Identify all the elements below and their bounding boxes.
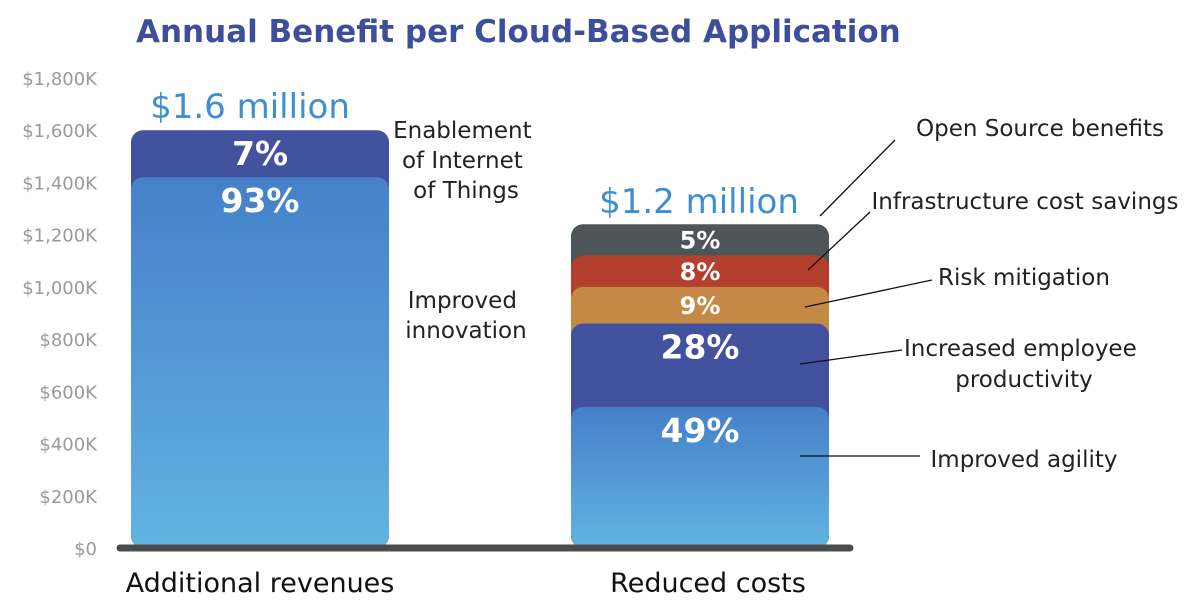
- leader-line: [804, 279, 933, 308]
- leader-line: [819, 139, 896, 217]
- annotation-agility: Improved agility: [931, 447, 1118, 473]
- y-tick-label: $1,400K: [22, 173, 98, 194]
- bar-segment-label: 8%: [680, 258, 721, 286]
- bar-segment-label: 7%: [232, 134, 288, 173]
- total-label: $1.2 million: [599, 182, 799, 222]
- y-tick-label: $1,000K: [22, 278, 98, 299]
- x-tick-label: Additional revenues: [126, 568, 395, 599]
- total-label: $1.6 million: [150, 87, 350, 127]
- bar-segment-label: 93%: [221, 181, 300, 220]
- y-tick-label: $600K: [39, 382, 98, 403]
- bar-segment-label: 28%: [661, 327, 740, 366]
- annotation-risk: Risk mitigation: [938, 265, 1110, 291]
- annotation-infrastructure: Infrastructure cost savings: [872, 189, 1179, 215]
- bar-segment-label: 9%: [680, 292, 721, 320]
- y-tick-label: $1,800K: [22, 69, 98, 90]
- y-tick-label: $800K: [39, 330, 98, 351]
- leader-line: [799, 349, 903, 365]
- bar-segment: [571, 407, 829, 548]
- y-tick-label: $1,200K: [22, 226, 98, 247]
- y-tick-label: $1,600K: [22, 121, 98, 142]
- bar-segment-label: 5%: [680, 227, 721, 255]
- annotation-productivity: Increased employee productivity: [904, 336, 1144, 393]
- leader-line: [807, 211, 871, 271]
- y-axis: $0 $200K $400K $600K $800K $1,000K $1,200K $1,4…: [22, 69, 98, 560]
- y-tick-label: $200K: [39, 487, 98, 508]
- chart-title: Annual Benefit per Cloud-Based Applicati…: [136, 14, 901, 50]
- bars: 93% 7% 49% 28% 9% 8% 5%: [131, 130, 829, 549]
- x-tick-label: Reduced costs: [610, 568, 806, 599]
- annotation-open-source: Open Source benefits: [916, 116, 1164, 142]
- bar-segment: [131, 177, 389, 548]
- annotation-iot: Enablement of Internet of Things: [393, 118, 539, 204]
- annotation-innovation: Improved innovation: [405, 288, 526, 344]
- y-tick-label: $0: [74, 539, 97, 560]
- y-tick-label: $400K: [39, 435, 98, 456]
- bar-segment-label: 49%: [661, 411, 740, 450]
